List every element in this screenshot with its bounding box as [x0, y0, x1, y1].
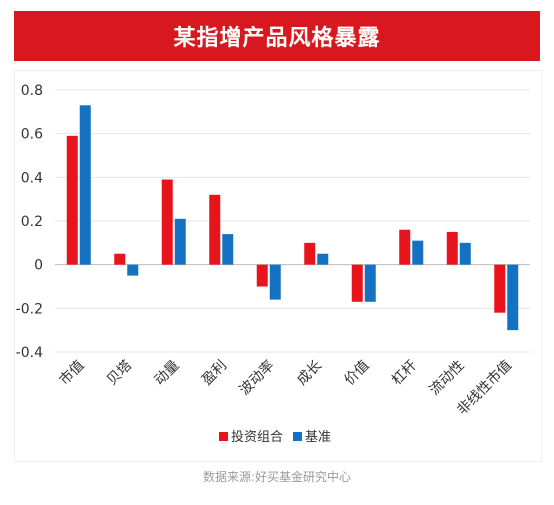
y-axis: 0.8 0.6 0.4 0.2 0 -0.2 -0.4	[16, 83, 43, 361]
x-tick-label: 流动性	[427, 358, 468, 399]
bar-portfolio-5	[304, 242, 316, 265]
bar-portfolio-7	[399, 229, 411, 265]
y-tick-label: 0.6	[21, 127, 43, 143]
x-tick-label: 杠杆	[389, 358, 420, 389]
bar-benchmark-7	[412, 240, 424, 265]
x-tick-label: 盈利	[199, 358, 230, 389]
data-source-note: 数据来源:好买基金研究中心	[202, 470, 352, 484]
legend-swatch-portfolio	[219, 432, 228, 441]
legend-label-portfolio: 投资组合	[231, 429, 283, 445]
gridlines	[55, 89, 530, 353]
x-tick-label: 波动率	[236, 357, 278, 399]
bar-benchmark-0	[79, 105, 91, 265]
y-tick-label: -0.2	[16, 301, 43, 317]
bar-benchmark-6	[364, 264, 376, 302]
bar-portfolio-0	[66, 135, 78, 265]
x-tick-label: 价值	[341, 358, 372, 389]
bar-portfolio-1	[114, 253, 126, 265]
x-tick-label: 贝塔	[104, 358, 135, 389]
legend-label-benchmark: 基准	[305, 430, 331, 445]
bar-benchmark-3	[222, 234, 234, 265]
bar-benchmark-2	[174, 218, 186, 265]
bar-portfolio-2	[161, 179, 173, 265]
bars	[66, 105, 519, 331]
legend-swatch-benchmark	[293, 432, 302, 441]
chart-title-banner: 某指增产品风格暴露	[14, 11, 540, 61]
chart-svg: 0.8 0.6 0.4 0.2 0 -0.2 -0.4 市值 贝塔 动量 盈利 波动率 成长 价值 杠杆流…	[16, 83, 530, 445]
legend: 投资组合 基准	[219, 429, 331, 445]
x-tick-label: 动量	[151, 358, 182, 389]
bar-portfolio-4	[256, 264, 268, 287]
x-tick-label: 成长	[294, 358, 325, 389]
bar-benchmark-8	[459, 242, 471, 265]
bar-portfolio-9	[494, 264, 506, 313]
y-tick-label: 0.2	[21, 214, 43, 230]
y-tick-label: -0.4	[16, 345, 43, 361]
bar-benchmark-4	[269, 264, 281, 300]
bar-benchmark-1	[127, 264, 139, 276]
y-tick-label: 0.8	[21, 83, 43, 99]
x-tick-label: 市值	[56, 357, 88, 389]
bar-portfolio-6	[351, 264, 363, 302]
y-tick-label: 0	[34, 258, 43, 274]
bar-portfolio-8	[446, 231, 458, 265]
bar-benchmark-9	[507, 264, 519, 331]
bar-portfolio-3	[209, 194, 221, 265]
y-tick-label: 0.4	[21, 170, 43, 186]
bar-benchmark-5	[317, 253, 329, 265]
